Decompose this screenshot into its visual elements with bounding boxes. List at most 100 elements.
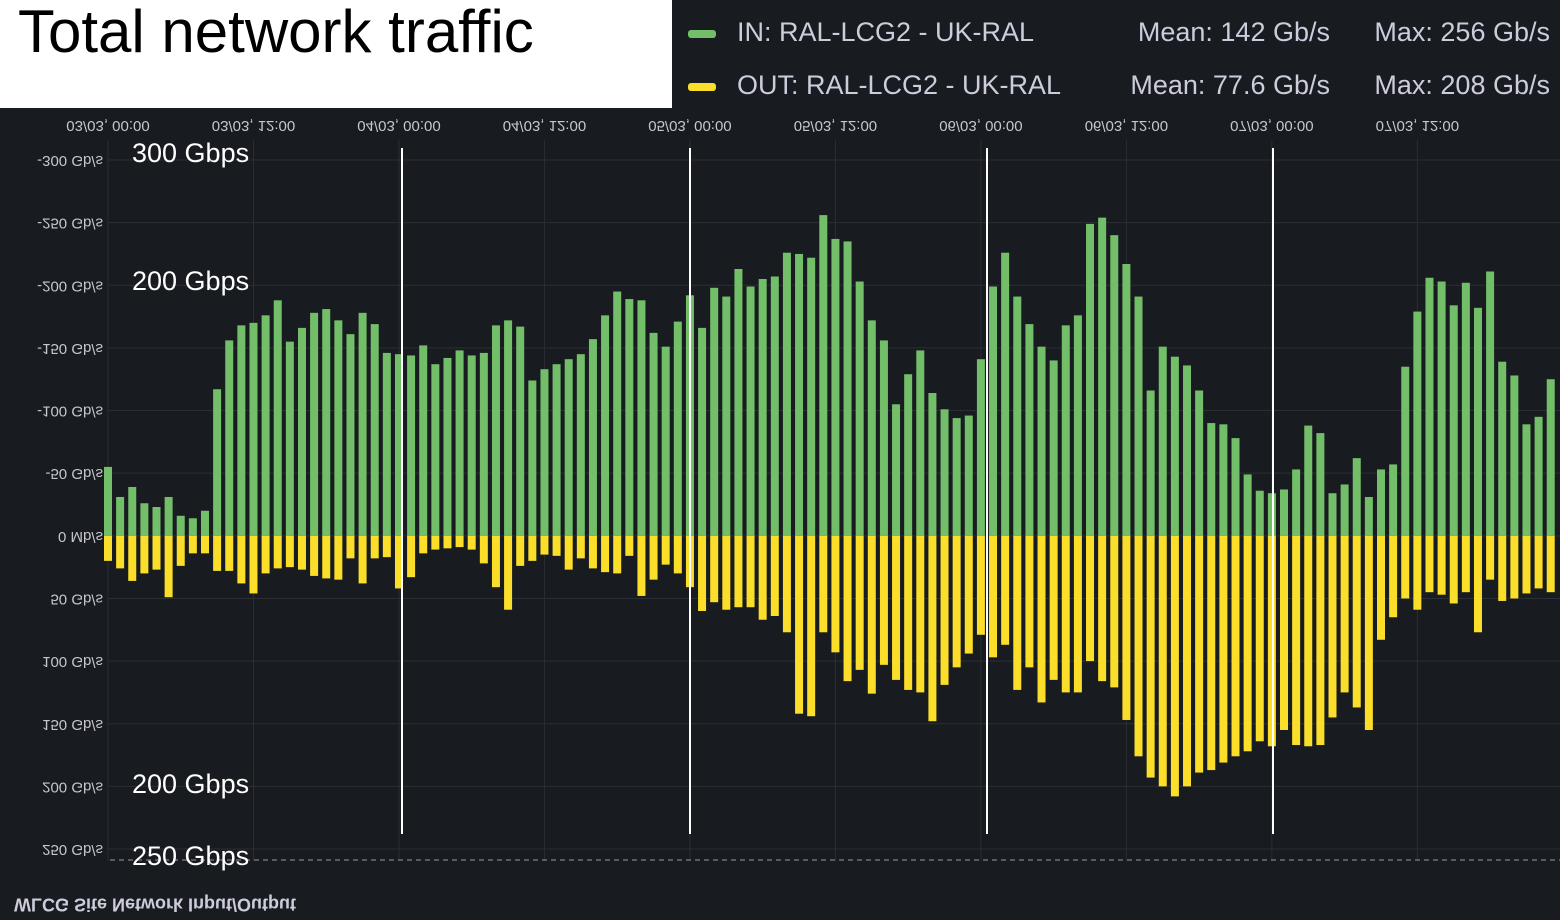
bar	[1534, 535, 1543, 589]
bar	[382, 352, 391, 536]
bar	[964, 415, 973, 536]
bar	[1134, 535, 1143, 757]
bar	[989, 286, 998, 536]
bar	[1546, 379, 1555, 536]
bar	[419, 345, 428, 536]
bar	[952, 535, 961, 668]
bar	[1364, 535, 1373, 730]
bar	[285, 535, 294, 568]
bar	[1304, 535, 1313, 747]
bar	[1449, 535, 1458, 604]
bar	[346, 535, 355, 559]
bar	[407, 355, 416, 536]
bar	[455, 535, 464, 548]
bar	[952, 418, 961, 536]
bar	[1025, 535, 1034, 668]
bar	[358, 535, 367, 584]
bar	[1328, 535, 1337, 718]
bar	[394, 354, 403, 536]
bar	[334, 320, 343, 536]
bar	[576, 354, 585, 536]
bar	[528, 380, 537, 536]
bar	[1413, 535, 1422, 610]
bar	[443, 535, 452, 549]
bar	[698, 535, 707, 611]
bar	[625, 299, 634, 536]
bar	[1110, 535, 1119, 688]
bar	[601, 535, 610, 573]
bar	[855, 535, 864, 670]
bar	[564, 535, 573, 570]
y-tick-label: -200 Gb/s	[37, 277, 103, 294]
x-tick-label: 03/03, 12:00	[212, 117, 295, 134]
y-tick-label: -250 Gb/s	[37, 215, 103, 232]
bar	[879, 340, 888, 536]
bar	[904, 535, 913, 690]
bar	[1498, 535, 1507, 601]
bar	[1110, 235, 1119, 536]
bar	[1183, 535, 1192, 787]
bar	[164, 496, 173, 536]
bar	[1231, 438, 1240, 536]
bar	[1037, 346, 1046, 536]
bar	[540, 535, 549, 555]
bar	[1376, 469, 1385, 536]
bar	[1389, 535, 1398, 618]
legend-label: IN: RAL-LCG2 - UK-RAL	[737, 17, 1034, 47]
legend-stat: Mean: 142 Gb/s	[1138, 17, 1330, 47]
bar	[188, 518, 197, 536]
bar	[1267, 535, 1276, 747]
bar	[455, 350, 464, 536]
bar	[1073, 535, 1082, 693]
bar	[1437, 535, 1446, 595]
bar	[516, 535, 525, 566]
bar	[407, 535, 416, 578]
y-tick-label: -50 Gb/s	[45, 465, 103, 482]
bar	[1146, 390, 1155, 536]
bar	[807, 257, 816, 536]
bar	[1522, 535, 1531, 594]
bar	[613, 535, 622, 574]
bar	[1340, 535, 1349, 693]
bar	[576, 535, 585, 559]
bar	[1219, 535, 1228, 763]
bar	[710, 287, 719, 536]
bar	[722, 296, 731, 536]
bar	[1316, 433, 1325, 536]
y-tick-label: 250 Gb/s	[42, 841, 103, 858]
bar	[1401, 535, 1410, 599]
bar	[1510, 535, 1519, 599]
bar	[1401, 366, 1410, 536]
bar	[225, 535, 234, 571]
bar	[892, 404, 901, 536]
bar	[297, 535, 306, 570]
legend-swatch	[688, 30, 716, 38]
bar	[225, 340, 234, 536]
bar	[698, 327, 707, 536]
bar	[1231, 535, 1240, 757]
bar	[1183, 365, 1192, 536]
bar	[601, 315, 610, 536]
bar	[1352, 535, 1361, 708]
bar	[819, 535, 828, 633]
bar	[649, 535, 658, 580]
bar	[904, 374, 913, 536]
bar	[1498, 361, 1507, 536]
bar	[1001, 252, 1010, 536]
bar	[213, 389, 222, 536]
bar	[297, 327, 306, 536]
bar	[479, 535, 488, 564]
bar	[1316, 535, 1325, 746]
y-tick-label: 100 Gb/s	[42, 653, 103, 670]
bar	[504, 320, 513, 536]
bar	[710, 535, 719, 603]
bar	[1304, 425, 1313, 536]
bar	[479, 352, 488, 536]
bar	[394, 535, 403, 589]
chart-title: WLCG Site Network Input/Output	[14, 894, 296, 914]
bar	[540, 369, 549, 536]
bar	[1522, 424, 1531, 536]
bar	[1243, 535, 1252, 752]
bar	[358, 312, 367, 536]
